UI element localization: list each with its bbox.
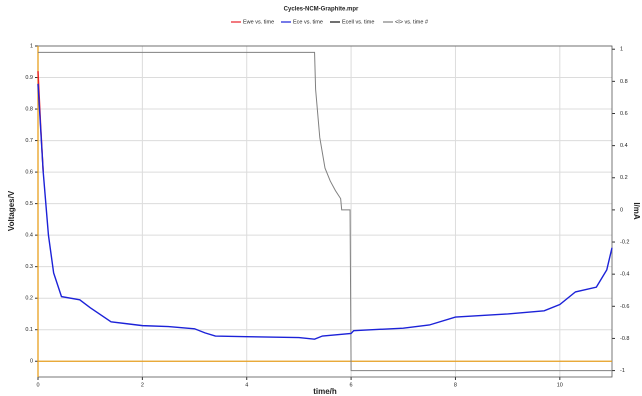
y-tick-label: 0.6 (25, 170, 33, 176)
x-tick-label: 6 (350, 382, 353, 388)
y-tick-label: 1 (30, 43, 33, 49)
y-tick-label: 0.1 (25, 327, 33, 333)
y2-tick-label: 0.4 (620, 143, 628, 149)
y2-tick-label: 0.8 (620, 79, 628, 85)
y2-tick-label: -0.6 (620, 304, 629, 310)
y-tick-label: 0.2 (25, 296, 33, 302)
y-tick-label: 0.7 (25, 138, 33, 144)
y-tick-label: 0.5 (25, 201, 33, 207)
y2-tick-label: -0.2 (620, 239, 629, 245)
y-tick-label: 0.3 (25, 264, 33, 270)
series-line (37, 83, 613, 340)
y2-tick-label: 1 (620, 47, 623, 53)
y2-axis-label: I/mA (632, 202, 641, 220)
y2-tick-label: 0 (620, 207, 623, 213)
y-tick-label: 0.4 (25, 233, 33, 239)
y2-tick-label: -0.8 (620, 336, 629, 342)
y2-tick-label: 0.6 (620, 111, 628, 117)
x-tick-label: 10 (557, 382, 563, 388)
y-axis-label: Voltages/V (7, 190, 16, 231)
y-tick-label: 0 (30, 359, 33, 365)
x-tick-label: 0 (36, 382, 39, 388)
y-tick-label: 0.8 (25, 107, 33, 113)
plot-frame (37, 45, 613, 378)
legend-label: Ecell vs. time (342, 19, 374, 25)
y2-tick-label: -1 (620, 368, 625, 374)
legend-label: Ewe vs. time (243, 19, 274, 25)
y-tick-label: 0.9 (25, 75, 33, 81)
y2-tick-label: 0.2 (620, 175, 628, 181)
x-tick-label: 2 (141, 382, 144, 388)
legend-label: Ece vs. time (293, 19, 323, 25)
chart-title: Cycles-NCM-Graphite.mpr (284, 7, 359, 13)
y2-tick-label: -0.4 (620, 272, 629, 278)
x-tick-label: 8 (454, 382, 457, 388)
series-line (38, 51, 612, 372)
x-axis-label: time/h (313, 387, 337, 396)
legend-label: <I> vs. time # (395, 19, 429, 25)
x-tick-label: 4 (245, 382, 248, 388)
